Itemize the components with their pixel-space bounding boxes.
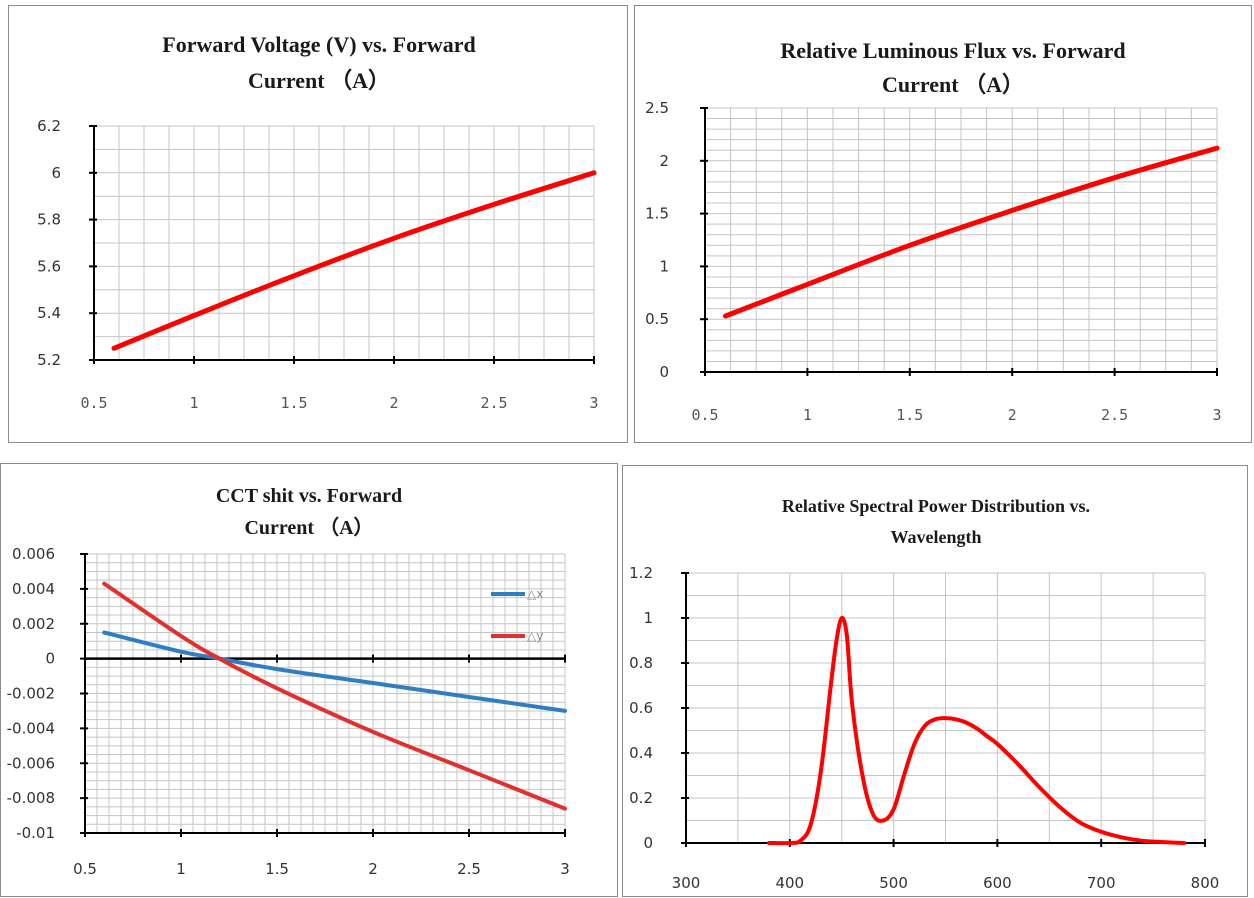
x-tick-label: 2	[368, 860, 378, 878]
y-tick-label: 0	[659, 363, 669, 381]
chart-panel-cct-shift: CCT shit vs. Forward Current （A） 0.5 1 1.5 2 2…	[0, 463, 618, 897]
chart-cct-shift: CCT shit vs. Forward Current （A） 0.5 1 1.5 2 2…	[7, 485, 570, 878]
y-tick-label: 1.2	[629, 564, 653, 582]
x-tick-label: 700	[1087, 874, 1116, 892]
chart-title-line: Relative Luminous Flux vs. Forward	[780, 38, 1125, 63]
y-tick-label: -0.002	[7, 685, 55, 703]
y-tick-label: 5.2	[37, 351, 61, 369]
x-tick-label: 1	[803, 406, 812, 424]
grid	[93, 125, 595, 361]
y-tick-label: -0.004	[7, 719, 55, 737]
x-tick-label: 0.5	[73, 860, 97, 878]
chart-forward-voltage: Forward Voltage (V) vs. Forward Current （…	[37, 32, 598, 412]
y-tick-label: 5.8	[37, 211, 61, 229]
x-tick-label: 600	[983, 874, 1012, 892]
x-tick-label: 0.5	[80, 394, 107, 412]
x-tick-label: 1	[189, 394, 198, 412]
chart-title-line: Forward Voltage (V) vs. Forward	[162, 32, 475, 57]
y-tick-label: 1	[643, 609, 653, 627]
chart-luminous-flux: Relative Luminous Flux vs. Forward Curren…	[645, 38, 1221, 424]
y-tick-label: -0.01	[16, 824, 55, 842]
chart-spectral-distribution: Relative Spectral Power Distribution vs.…	[629, 496, 1220, 892]
y-tick-label: 0.6	[629, 699, 653, 717]
x-tick-label: 2	[1008, 406, 1017, 424]
y-tick-label: 6.2	[37, 117, 61, 135]
x-tick-label: 0.5	[691, 406, 718, 424]
chart-title-line: Wavelength	[890, 527, 981, 547]
x-tick-label: 500	[879, 874, 908, 892]
y-tick-label: 0	[45, 650, 55, 668]
x-tick-label: 800	[1191, 874, 1220, 892]
y-tick-label: -0.006	[7, 754, 55, 772]
chart-title-line: CCT shit vs. Forward	[216, 485, 402, 507]
series-line	[102, 581, 567, 811]
x-tick-label: 2.5	[457, 860, 481, 878]
y-tick-label: 0.002	[12, 615, 55, 633]
y-tick-label: 1.5	[645, 205, 669, 223]
x-tick-label: 3	[1212, 406, 1221, 424]
chart-title-line: Relative Spectral Power Distribution vs.	[782, 496, 1090, 516]
x-tick-label: 1.5	[280, 394, 307, 412]
x-tick-label: 1	[176, 860, 186, 878]
y-tick-label: 0.5	[645, 310, 669, 328]
y-tick-label: 1	[659, 257, 669, 275]
chart-title-line: Current （A）	[244, 516, 373, 539]
chart-panel-luminous-flux: Relative Luminous Flux vs. Forward Curren…	[634, 5, 1252, 443]
y-tick-label: 6	[51, 164, 61, 182]
x-tick-label: 300	[672, 874, 701, 892]
x-tick-label: 400	[775, 874, 804, 892]
x-tick-label: 3	[589, 394, 598, 412]
x-tick-label: 2	[389, 394, 398, 412]
series-line	[723, 145, 1220, 319]
grid	[704, 107, 1218, 373]
grid	[84, 553, 566, 834]
x-tick-label: 2.5	[480, 394, 507, 412]
y-tick-label: 0.8	[629, 654, 653, 672]
y-tick-label: 0	[643, 834, 653, 852]
y-tick-label: 0.4	[629, 744, 653, 762]
series-line	[111, 170, 597, 351]
x-tick-label: 3	[560, 860, 570, 878]
y-tick-label: 2.5	[645, 99, 669, 117]
y-tick-label: 0.006	[12, 545, 55, 563]
legend-label: △x	[527, 587, 543, 601]
series-line	[102, 630, 567, 713]
legend-label: △y	[527, 629, 543, 643]
chart-title-line: Current （A）	[882, 72, 1024, 97]
y-tick-label: 5.4	[37, 304, 61, 322]
grid	[685, 572, 1206, 844]
chart-title-line: Current （A）	[248, 68, 390, 93]
chart-panel-spectral-distribution: Relative Spectral Power Distribution vs.…	[622, 465, 1248, 897]
y-tick-label: -0.008	[7, 789, 55, 807]
x-tick-label: 1.5	[265, 860, 289, 878]
y-tick-label: 0.004	[12, 580, 55, 598]
x-tick-label: 1.5	[896, 406, 923, 424]
x-tick-label: 2.5	[1101, 406, 1128, 424]
y-tick-label: 5.6	[37, 257, 61, 275]
series-line	[767, 615, 1187, 846]
chart-panel-forward-voltage: Forward Voltage (V) vs. Forward Current （…	[8, 5, 628, 443]
y-tick-label: 0.2	[629, 789, 653, 807]
y-tick-label: 2	[659, 152, 669, 170]
